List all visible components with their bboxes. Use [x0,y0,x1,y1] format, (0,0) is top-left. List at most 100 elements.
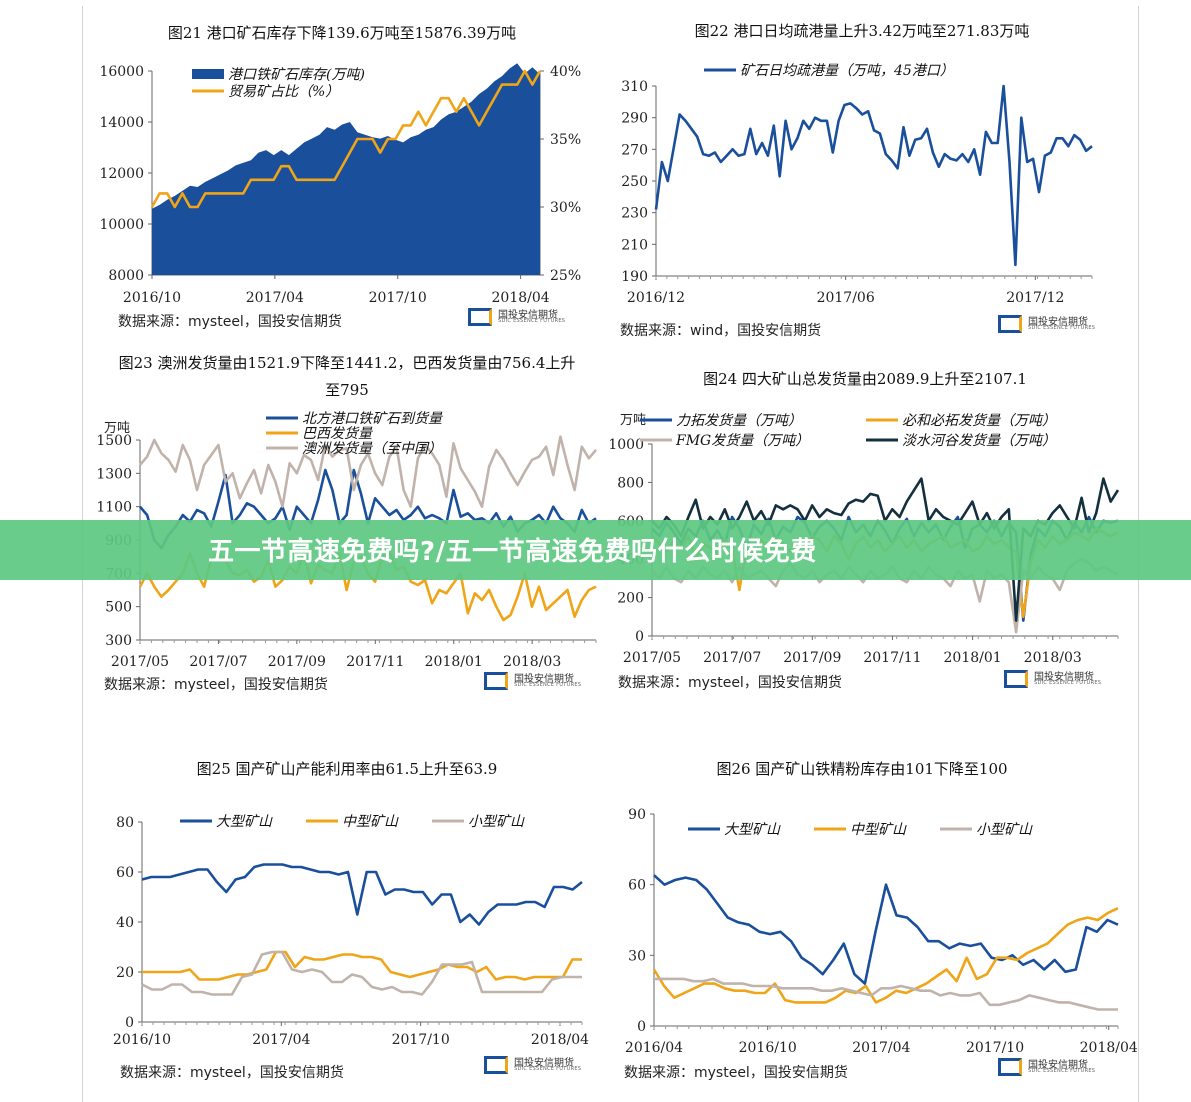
y-tick-label: 1300 [96,466,132,482]
y-tick-label: 190 [621,269,648,285]
headline-text[interactable]: 五一节高速免费吗?/五一节高速免费吗什么时候免费 [208,537,817,567]
logo-subtext: SDIC ESSENCE FUTURES [1028,325,1096,331]
legend-label: 贸易矿占比（%） [228,84,339,100]
chart-source: 数据来源：mysteel，国投安信期货 [120,1065,344,1081]
logo-text: 国投安信期货 [1028,1060,1088,1071]
y-tick-label: 16000 [99,64,144,80]
company-logo: 国投安信期货 SDIC ESSENCE FUTURES [468,306,598,328]
legend-swatch [192,69,224,79]
legend-label: 港口铁矿石库存(万吨) [228,67,365,83]
logo-subtext: SDIC ESSENCE FUTURES [1034,680,1102,686]
logo-subtext: SDIC ESSENCE FUTURES [514,1066,582,1072]
chart-25-plot: 0 20 40 60 80 2016/10 2017/04 2017/10 2018/04 大型矿… [113,814,589,1048]
chart-title: 图26 国产矿山铁精粉库存由101下降至100 [716,760,1008,778]
legend-label: 大型矿山 [216,814,273,830]
legend-label: 小型矿山 [976,822,1033,838]
headline-banner[interactable]: 五一节高速免费吗?/五一节高速免费吗什么时候免费 [0,520,1191,580]
y-tick-label: 10000 [99,217,144,233]
legend-label: 中型矿山 [342,814,399,830]
y-tick-label: 290 [621,111,648,127]
y-tick-label: 60 [116,865,134,881]
y-tick-label: 1000 [608,437,644,453]
legend-label: 必和必拓发货量（万吨） [902,413,1056,429]
chart-21-plot: 8000 10000 12000 14000 16000 25% 30% 35% 40% 2016… [99,63,581,306]
chart-26-panel: 图26 国产矿山铁精粉库存由101下降至100 0 30 60 90 2016/04 20… [602,754,1138,1090]
legend-label: FMG发货量（万吨） [675,433,809,449]
y-tick-label: 80 [116,815,134,831]
logo-text: 国投安信期货 [514,674,574,685]
chart-source: 数据来源：mysteel，国投安信期货 [118,314,342,330]
company-logo: 国投安信期货 SDIC ESSENCE FUTURES [484,1054,614,1076]
x-tick-label: 2018/04 [531,1032,589,1048]
y-tick-label: 310 [621,79,648,95]
series-line-0 [653,874,1119,985]
legend-label: 力拓发货量（万吨） [676,413,802,429]
chart-title: 图22 港口日均疏港量上升3.42万吨至271.83万吨 [694,22,1030,40]
logo-text: 国投安信期货 [1028,317,1088,328]
series-line-0 [141,863,583,926]
series-line-0 [654,84,1093,267]
legend-label: 大型矿山 [724,822,781,838]
x-tick-label: 2018/01 [944,650,1002,666]
chart-source: 数据来源：mysteel，国投安信期货 [104,677,328,693]
chart-title: 图21 港口矿石库存下降139.6万吨至15876.39万吨 [167,24,517,42]
x-tick-label: 2017/07 [189,654,247,670]
logo-text: 国投安信期货 [498,310,558,321]
logo-text: 国投安信期货 [1034,672,1094,683]
x-tick-label: 2017/11 [346,654,404,670]
company-logo: 国投安信期货 SDIC ESSENCE FUTURES [1004,668,1134,690]
company-logo: 国投安信期货 SDIC ESSENCE FUTURES [484,670,614,692]
y-tick-label: 270 [621,142,648,158]
logo-mark-icon [484,1056,508,1074]
y-tick-label: 90 [628,807,646,823]
y-tick-label: 500 [105,600,132,616]
chart-title: 图25 国产矿山产能利用率由61.5上升至63.9 [196,760,498,778]
logo-mark-icon [998,1058,1022,1076]
y-tick-label: 30 [628,948,646,964]
x-tick-label: 2016/10 [739,1040,797,1056]
y-tick-label: 20 [116,965,134,981]
x-tick-label: 2017/07 [703,650,761,666]
logo-subtext: SDIC ESSENCE FUTURES [498,318,566,324]
y-tick-label: 8000 [108,268,144,284]
x-tick-label: 2016/10 [113,1032,171,1048]
chart-23-plot: 3005007009001100130015002017/052017/0720… [96,411,597,670]
logo-subtext: SDIC ESSENCE FUTURES [1028,1068,1096,1074]
x-tick-label: 2017/04 [852,1040,910,1056]
y-tick-label: 300 [105,633,132,649]
y-tick-label: 210 [621,237,648,253]
x-tick-label: 2017/09 [268,654,326,670]
series-line-2 [654,977,1118,1011]
series-line-2 [141,950,582,996]
y-tick-label: 14000 [99,115,144,131]
logo-mark-icon [1004,670,1028,688]
x-tick-label: 2017/10 [392,1032,450,1048]
x-tick-label: 2017/10 [369,290,427,306]
y2-tick-label: 25% [550,268,581,284]
chart-22-plot: 190 210 230 250 270 290 310 2016/12 2017/06 2017/… [621,63,1093,306]
x-tick-label: 2017/11 [863,650,921,666]
y2-tick-label: 35% [550,132,581,148]
legend-label: 淡水河谷发货量（万吨） [902,433,1056,449]
logo-mark-icon [484,672,508,690]
chart-source: 数据来源：wind，国投安信期货 [620,323,822,339]
legend-label: 小型矿山 [468,814,525,830]
x-tick-label: 2016/04 [625,1040,683,1056]
logo-subtext: SDIC ESSENCE FUTURES [514,682,582,688]
y2-tick-label: 30% [550,200,581,216]
x-tick-label: 2017/05 [111,654,169,670]
y-tick-label: 0 [125,1015,134,1031]
y-tick-label: 60 [628,878,646,894]
y2-tick-label: 40% [550,64,581,80]
legend-label: 巴西发货量 [302,426,374,442]
logo-text: 国投安信期货 [514,1058,574,1069]
x-tick-label: 2018/03 [503,654,561,670]
y-tick-label: 12000 [99,166,144,182]
x-tick-label: 2018/03 [1024,650,1082,666]
chart-26-plot: 0 30 60 90 2016/04 2016/10 2017/04 2017/10 2018/… [625,807,1138,1056]
unit-label: 万吨 [104,421,130,436]
y-tick-label: 250 [621,174,648,190]
company-logo: 国投安信期货 SDIC ESSENCE FUTURES [998,1056,1128,1078]
x-tick-label: 2017/10 [966,1040,1024,1056]
y-tick-label: 1500 [96,433,132,449]
